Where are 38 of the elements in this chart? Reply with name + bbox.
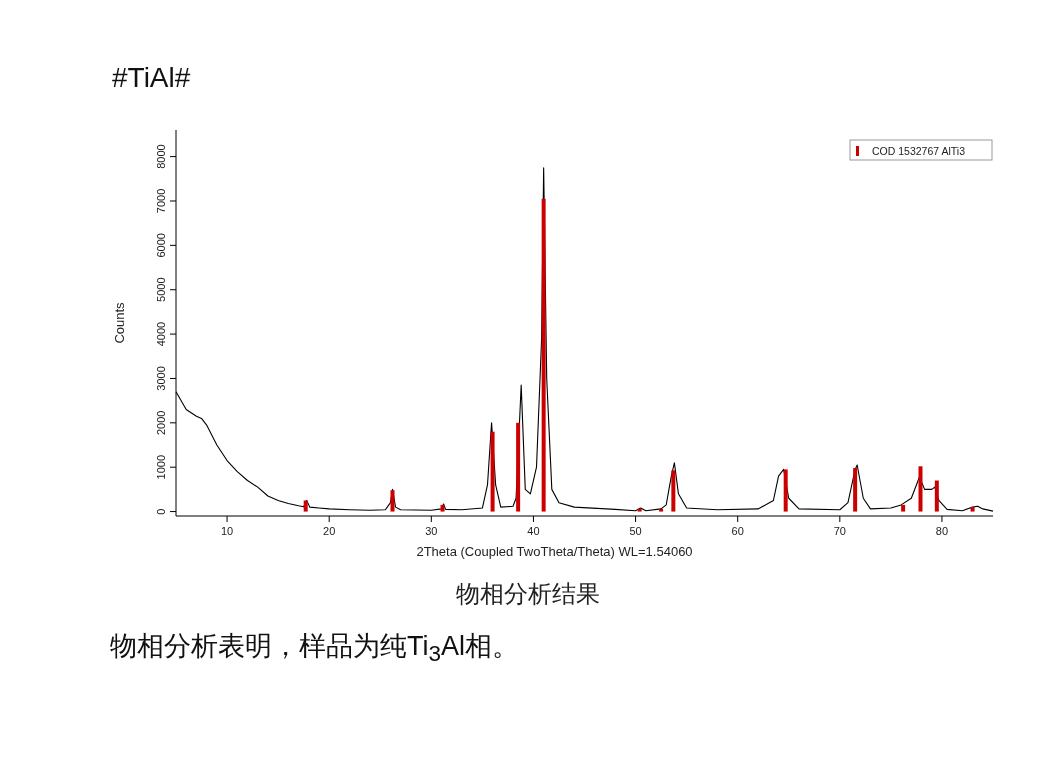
bar (541, 198, 546, 512)
chart-title: #TiAl# (112, 62, 191, 94)
x-tick-label: 20 (323, 525, 336, 537)
bar (934, 480, 939, 512)
bar (918, 466, 923, 512)
bar (390, 490, 395, 512)
bar (490, 431, 495, 512)
bar (516, 422, 521, 512)
x-tick-label: 80 (935, 525, 949, 537)
bar (659, 508, 664, 512)
y-tick-label: 0 (155, 508, 167, 515)
y-tick-label: 7000 (155, 188, 167, 214)
bar (303, 500, 308, 512)
y-tick-label: 8000 (155, 144, 167, 169)
y-tick-label: 2000 (155, 410, 167, 436)
bar (901, 504, 906, 512)
y-tick-label: 6000 (155, 233, 167, 258)
bar (970, 507, 975, 512)
bar (637, 508, 642, 512)
y-tick-label: 5000 (155, 277, 167, 302)
x-tick-label: 30 (425, 525, 438, 537)
bar (783, 469, 788, 512)
x-axis-title: 2Theta (Coupled TwoTheta/Theta) WL=1.54060 (416, 544, 693, 559)
y-tick-label: 4000 (155, 321, 167, 347)
y-tick-label: 3000 (155, 366, 167, 391)
y-axis-title: Counts (112, 301, 127, 344)
y-tick-label: 1000 (155, 454, 167, 480)
bar (853, 468, 858, 512)
bar (671, 470, 676, 512)
x-tick-label: 70 (833, 525, 846, 537)
x-tick-label: 10 (220, 525, 234, 537)
text: 物相分析表明，样品为纯Ti$_{3}$Al相。 (110, 630, 520, 668)
x-tick-label: 50 (629, 525, 642, 537)
text: 物相分析结果 (455, 579, 601, 609)
bar (440, 504, 445, 512)
x-tick-label: 60 (731, 525, 744, 537)
legend-label: COD 1532767 AlTi3 (872, 145, 966, 157)
x-tick-label: 40 (527, 525, 540, 537)
